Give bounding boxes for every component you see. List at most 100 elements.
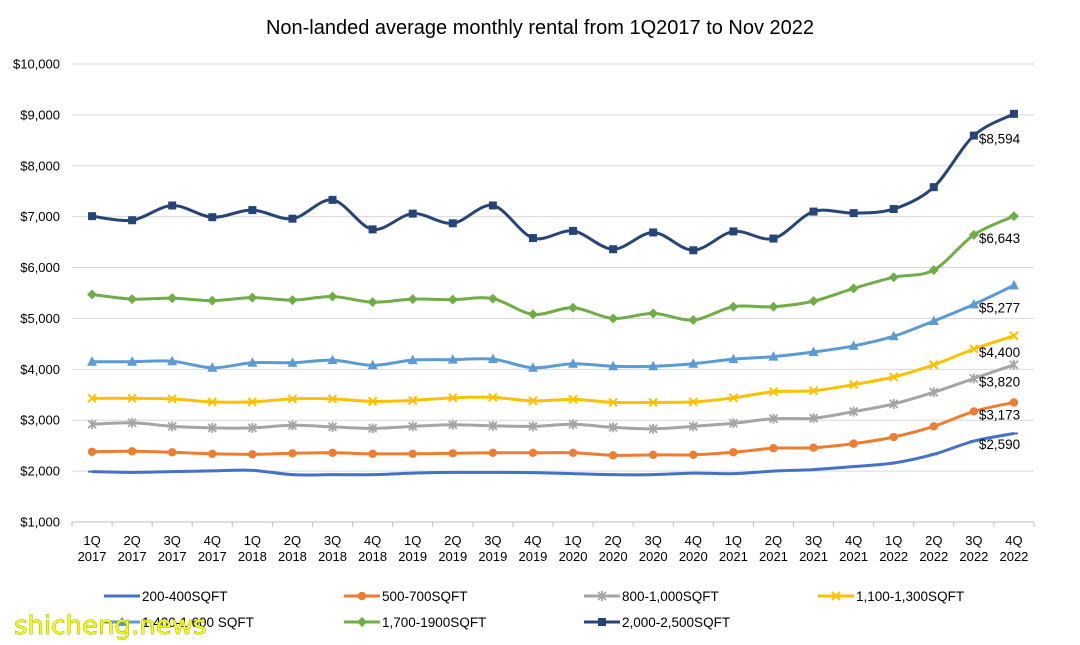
data-point	[407, 294, 418, 305]
data-point	[808, 413, 819, 424]
x-tick-label-quarter: 2Q	[284, 533, 301, 548]
data-point	[87, 447, 97, 456]
data-point	[367, 396, 378, 407]
data-point	[608, 313, 619, 324]
y-tick-label: $8,000	[20, 158, 60, 173]
data-point	[768, 351, 779, 361]
data-point	[929, 422, 938, 431]
x-tick-label-year: 2019	[518, 549, 547, 564]
series-5	[87, 211, 1019, 325]
data-point	[287, 357, 298, 367]
series-0	[88, 431, 1018, 477]
data-point	[768, 387, 779, 397]
data-point	[87, 393, 97, 404]
data-point	[127, 294, 138, 305]
x-tick-label-quarter: 4Q	[845, 533, 862, 548]
data-point	[688, 421, 698, 432]
data-point	[448, 393, 458, 403]
x-tick-label-year: 2021	[839, 549, 868, 564]
data-point	[487, 293, 498, 304]
data-point	[768, 413, 779, 424]
watermark-text: shicheng.news	[14, 611, 207, 641]
data-point	[929, 183, 938, 192]
y-tick-label: $1,000	[20, 515, 60, 530]
series-3	[87, 331, 1019, 408]
series-1	[87, 398, 1019, 460]
data-point	[327, 354, 338, 365]
data-point	[968, 229, 979, 240]
data-point	[408, 449, 417, 459]
data-label: $3,173	[979, 407, 1020, 422]
x-tick-label-year: 2022	[959, 549, 988, 564]
data-point	[207, 397, 217, 407]
data-point	[1009, 359, 1019, 370]
x-tick-label-quarter: 3Q	[164, 533, 181, 548]
data-point	[929, 387, 939, 398]
series-4	[87, 279, 1019, 372]
data-point	[568, 394, 578, 405]
data-point	[648, 308, 659, 319]
data-point	[688, 358, 699, 368]
data-point	[848, 379, 859, 390]
data-point	[889, 205, 898, 214]
data-point	[487, 353, 498, 364]
data-point	[609, 245, 618, 254]
data-point	[327, 291, 338, 302]
data-point	[447, 354, 458, 364]
data-point	[448, 449, 457, 458]
data-point	[368, 449, 377, 459]
x-tick-label-quarter: 1Q	[564, 533, 581, 548]
data-point	[808, 296, 819, 307]
data-point	[1008, 211, 1019, 222]
legend-swatch-marker	[831, 591, 841, 601]
data-point	[367, 423, 378, 434]
data-point	[768, 301, 779, 312]
y-tick-label: $5,000	[20, 311, 60, 326]
x-tick-label-quarter: 4Q	[364, 533, 381, 548]
data-point	[287, 420, 298, 431]
data-point	[848, 283, 859, 294]
data-point	[809, 207, 818, 216]
data-point	[608, 397, 618, 408]
x-tick-label-year: 2019	[438, 549, 467, 564]
data-label: $4,400	[979, 345, 1020, 360]
y-axis-ticks: $1,000 $2,000 $3,000 $4,000 $5,000 $6,000 $7,0…	[13, 57, 60, 530]
x-tick-label-quarter: 2Q	[604, 533, 621, 548]
data-point	[248, 450, 257, 459]
data-point	[649, 450, 658, 460]
data-point	[127, 356, 138, 366]
data-point	[488, 420, 498, 431]
x-tick-label-year: 2018	[278, 549, 307, 564]
x-tick-label-quarter: 4Q	[204, 533, 221, 548]
data-point	[87, 419, 97, 430]
data-point	[969, 131, 978, 140]
data-point	[608, 360, 619, 371]
data-point	[288, 449, 297, 458]
x-tick-label-year: 2018	[238, 549, 267, 564]
data-point	[928, 265, 939, 276]
x-tick-label-quarter: 3Q	[965, 533, 982, 548]
data-point	[728, 393, 739, 403]
data-point	[167, 421, 177, 432]
x-tick-label-quarter: 1Q	[83, 533, 100, 548]
x-tick-label-quarter: 3Q	[805, 533, 822, 548]
data-point	[848, 406, 859, 417]
y-tick-label: $3,000	[20, 413, 60, 428]
data-point	[728, 418, 739, 429]
legend-item: 500-700SQFT	[344, 589, 468, 604]
x-axis-ticks: 1Q20172Q20173Q20174Q20171Q20182Q20183Q20…	[78, 533, 1029, 564]
data-point	[448, 219, 457, 228]
data-point	[569, 226, 578, 235]
x-tick-label-quarter: 3Q	[324, 533, 341, 548]
data-point	[247, 397, 258, 407]
legend: 200-400SQFT 500-700SQFT 800-1,000SQFT 1,100…	[104, 589, 964, 630]
y-tick-label: $2,000	[20, 464, 60, 479]
gridlines	[72, 63, 1034, 472]
data-point	[729, 448, 738, 457]
data-point	[1009, 109, 1018, 118]
data-point	[168, 201, 177, 210]
data-point	[88, 212, 97, 221]
x-tick-label-year: 2020	[559, 549, 588, 564]
data-point	[889, 432, 898, 442]
